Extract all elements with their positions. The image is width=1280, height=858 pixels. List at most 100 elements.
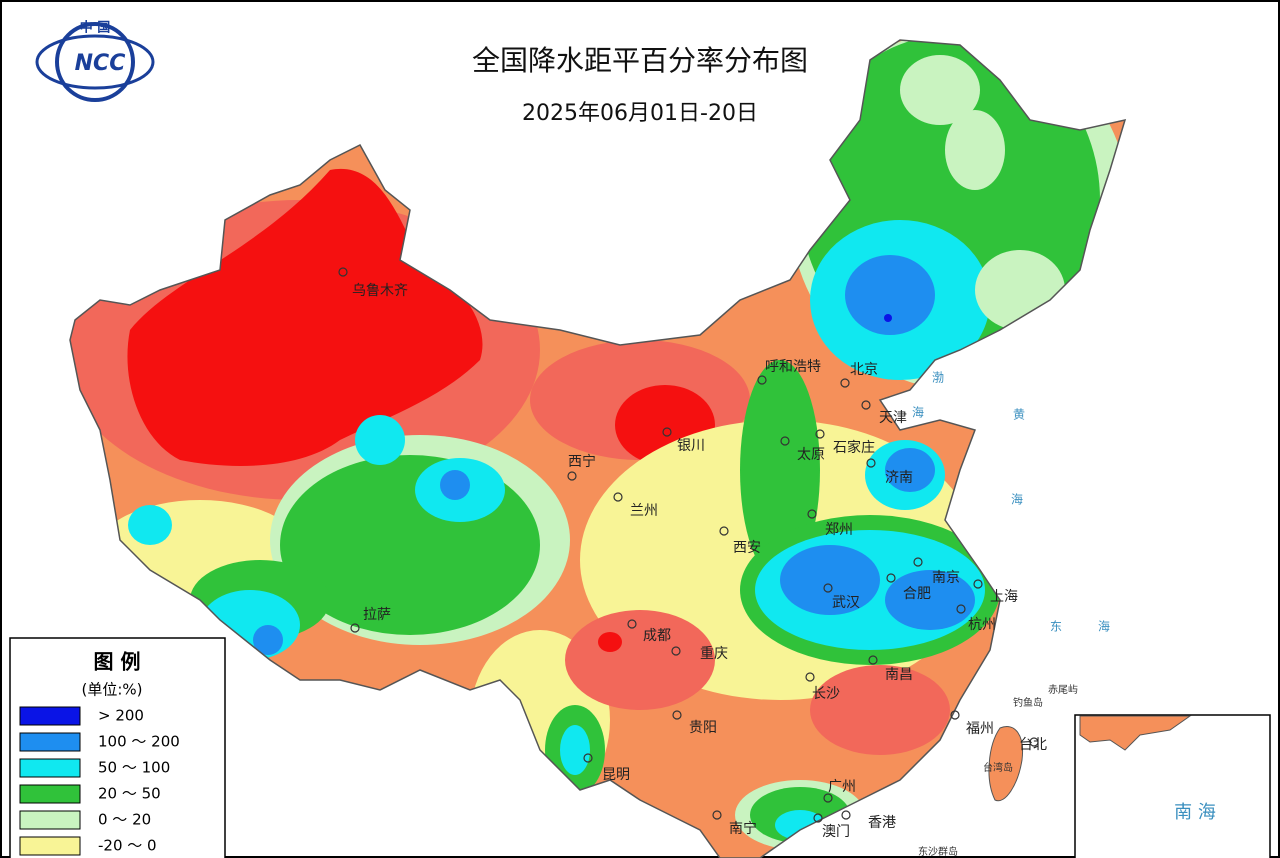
- island-label: 赤尾屿: [1048, 684, 1078, 696]
- title: 全国降水距平百分率分布图: [472, 44, 808, 77]
- city-marker: [1029, 737, 1039, 747]
- island-label: 东沙群岛: [918, 845, 958, 858]
- island-label: 钓鱼岛: [1013, 696, 1043, 709]
- city-label: 台北: [1019, 737, 1047, 753]
- legend-label: 50 ～ 100: [98, 759, 170, 777]
- legend: 图 例 (单位:%) > 200 100 ～ 200 50 ～ 100 20 ～ 50…: [9, 637, 226, 858]
- city-marker: [807, 509, 817, 519]
- sea-label: 东: [1050, 620, 1062, 634]
- rain-zone: [885, 448, 935, 492]
- city-marker: [823, 583, 833, 593]
- city-marker: [956, 604, 966, 614]
- city-label: 太原: [797, 447, 825, 463]
- rain-zone: [565, 610, 715, 710]
- city-label: 石家庄: [833, 439, 875, 456]
- city-marker: [861, 400, 871, 410]
- city-marker: [866, 458, 876, 468]
- city-label: 南昌: [885, 667, 913, 683]
- city-marker: [780, 436, 790, 446]
- city-marker: [712, 810, 722, 820]
- logo-orbit: [35, 34, 155, 90]
- legend-title: 图 例: [94, 650, 141, 674]
- city-marker: [757, 375, 767, 385]
- city-label: 天津: [879, 410, 907, 426]
- city-label: 西宁: [568, 453, 596, 470]
- rain-zone: [900, 55, 980, 125]
- city-marker: [913, 557, 923, 567]
- rain-zone: [740, 360, 820, 580]
- city-marker: [350, 623, 360, 633]
- city-label: 香港: [868, 815, 896, 831]
- city-marker: [583, 753, 593, 763]
- legend-swatch: [19, 810, 81, 830]
- legend-swatch: [19, 758, 81, 778]
- city-label: 银川: [677, 438, 705, 454]
- city-label: 合肥: [903, 586, 931, 602]
- city-marker: [719, 526, 729, 536]
- rain-zone: [355, 415, 405, 465]
- city-label: 西安: [733, 540, 761, 556]
- inset-land: [1079, 715, 1192, 751]
- legend-swatch: [19, 836, 81, 856]
- taiwan: [988, 726, 1024, 802]
- city-label: 广州: [828, 779, 856, 795]
- city-marker: [813, 813, 823, 823]
- rain-zone: [885, 570, 975, 630]
- rain-zone: [127, 168, 483, 466]
- logo-ring: [55, 22, 135, 102]
- legend-swatch: [19, 706, 81, 726]
- city-label: 杭州: [968, 617, 996, 633]
- rain-zone: [810, 665, 950, 755]
- legend-swatch: [19, 784, 81, 804]
- city-label: 郑州: [825, 522, 853, 538]
- legend-label: > 200: [98, 707, 144, 725]
- city-marker: [672, 710, 682, 720]
- sea-label: 海: [1098, 619, 1110, 634]
- inset: 南 海: [1074, 714, 1271, 858]
- city-label: 重庆: [700, 646, 728, 662]
- logo-top: 中 国: [80, 20, 111, 36]
- city-marker: [868, 655, 878, 665]
- rain-zone: [598, 632, 622, 652]
- city-marker: [840, 378, 850, 388]
- rain-zone: [884, 314, 892, 322]
- sea-label: 渤: [932, 371, 944, 385]
- inset-label: 南 海: [1174, 802, 1216, 823]
- city-marker: [805, 672, 815, 682]
- city-label: 昆明: [602, 767, 630, 783]
- rain-zone: [945, 110, 1005, 190]
- city-label: 澳门: [822, 824, 850, 840]
- city-label: 贵阳: [689, 720, 717, 736]
- rain-zone: [845, 255, 935, 335]
- city-marker: [671, 646, 681, 656]
- legend-label: -20 ～ 0: [98, 837, 157, 855]
- city-label: 北京: [850, 362, 878, 378]
- city-marker: [886, 573, 896, 583]
- city-label: 拉萨: [363, 607, 391, 623]
- city-label: 南京: [932, 570, 960, 586]
- city-marker: [338, 267, 348, 277]
- legend-swatch: [19, 732, 81, 752]
- city-marker: [950, 710, 960, 720]
- city-label: 福州: [966, 721, 994, 737]
- rain-zone: [780, 545, 880, 615]
- rain-zone: [440, 470, 470, 500]
- city-marker: [973, 579, 983, 589]
- legend-items: > 200 100 ～ 200 50 ～ 100 20 ～ 50 0 ～ 20 -20 ～…: [19, 706, 180, 856]
- city-marker: [823, 793, 833, 803]
- city-label: 呼和浩特: [765, 359, 821, 375]
- city-label: 南宁: [729, 820, 757, 837]
- rain-zone: [128, 505, 172, 545]
- sea-label: 黄: [1013, 408, 1025, 422]
- island-label: 台湾岛: [983, 761, 1013, 774]
- city-label: 乌鲁木齐: [352, 283, 408, 299]
- legend-label: 20 ～ 50: [98, 785, 161, 803]
- city-label: 武汉: [832, 595, 860, 611]
- city-label: 上海: [990, 589, 1018, 605]
- rain-zone: [253, 625, 283, 655]
- city-marker: [662, 427, 672, 437]
